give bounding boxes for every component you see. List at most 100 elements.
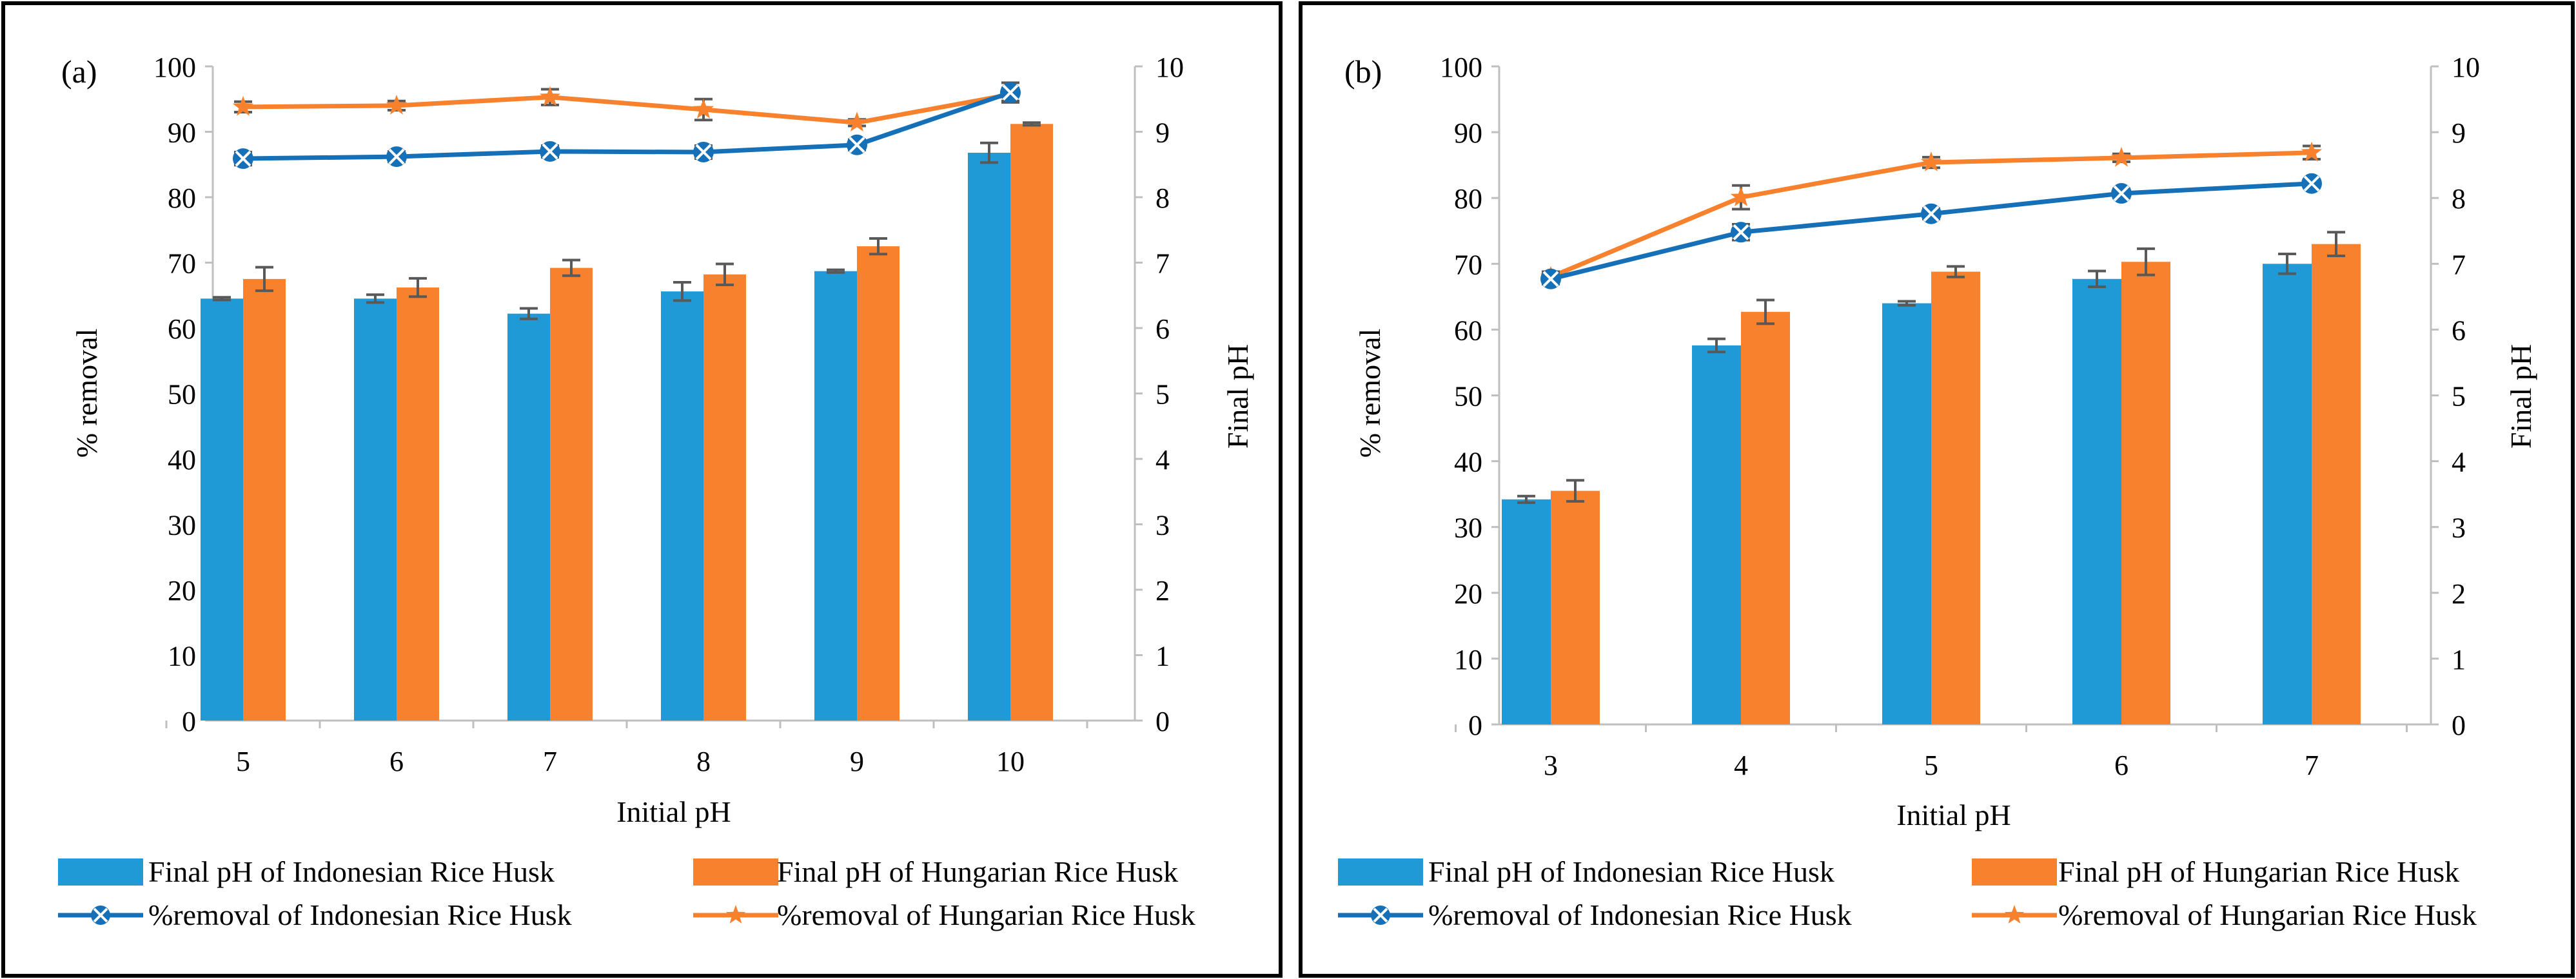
data-point-cross: [849, 137, 865, 153]
data-point-cross: [2303, 175, 2320, 192]
panel-frame: [1, 1, 1283, 978]
y-tick-label: 20: [1454, 578, 1482, 610]
panel-a: 0 10 20 30 40 50 60 70 80 90 100 0 1 2 3 4 5 6 7 8 9 10 5 6 7 8 9 1…: [1, 1, 1283, 978]
x-tick-label: 3: [1544, 750, 1558, 781]
data-point-cross: [695, 144, 712, 160]
legend-label: Final pH of Indonesian Rice Husk: [148, 855, 555, 888]
panel-label: (b): [1344, 53, 1382, 90]
y2-tick-label: 7: [2452, 249, 2466, 280]
data-point-cross: [2113, 185, 2130, 202]
data-point-cross: [542, 143, 558, 160]
y-tick-label: 50: [1454, 381, 1482, 412]
x-tick-label: 7: [543, 746, 557, 777]
y-tick-label: 90: [1454, 117, 1482, 149]
x-tick-label: 6: [389, 746, 404, 777]
y2-tick-label: 3: [1155, 510, 1170, 541]
x-tick-label: 6: [2114, 750, 2129, 781]
data-point-cross: [388, 148, 405, 165]
y-tick-label: 80: [1454, 183, 1482, 215]
data-point: [232, 95, 254, 116]
legend-label: Final pH of Hungarian Rice Husk: [2058, 855, 2459, 888]
legend-marker: [725, 905, 746, 924]
y-tick-label: 60: [168, 313, 196, 345]
y-tick-label: 50: [168, 379, 196, 411]
bar: [2072, 278, 2121, 725]
data-point: [2110, 146, 2132, 167]
legend-label: %removal of Hungarian Rice Husk: [2058, 898, 2477, 931]
data-point: [1920, 151, 1942, 171]
legend-label: Final pH of Hungarian Rice Husk: [777, 855, 1178, 888]
y2-tick-label: 8: [1155, 182, 1170, 214]
bar: [1551, 490, 1600, 724]
data-point-cross: [1002, 84, 1019, 101]
y-tick-label: 0: [1468, 710, 1482, 741]
y-tick-label: 30: [1454, 512, 1482, 544]
y-tick-label: 60: [1454, 315, 1482, 346]
y2-tick-label: 5: [2452, 381, 2466, 412]
y-tick-label: 0: [182, 706, 196, 737]
series-line: [242, 92, 1011, 125]
y2-tick-label: 4: [2452, 447, 2466, 478]
y2-tick-label: 9: [2452, 117, 2466, 149]
panel-b: 0 10 20 30 40 50 60 70 80 90 100 0 1 2 3 4 5 6 7 8 9 10 3 4 5 6 7 (…: [1299, 1, 2575, 978]
series-line: [242, 90, 1012, 161]
panel-label: (a): [61, 53, 97, 90]
y-tick-label: 40: [1454, 447, 1482, 478]
bar: [2121, 262, 2170, 724]
bar: [857, 246, 900, 721]
data-point: [386, 94, 408, 115]
y-tick-label: 80: [168, 182, 196, 214]
y2-tick-label: 0: [2452, 710, 2466, 741]
bar: [1741, 311, 1790, 724]
legend-marker-cross: [1373, 907, 1388, 923]
x-tick-label: 5: [236, 746, 250, 777]
panel-frame: [1299, 1, 2575, 978]
y2-tick-label: 6: [2452, 315, 2466, 346]
bar: [1692, 345, 1741, 724]
y2-tick-label: 7: [1155, 248, 1170, 280]
bar: [354, 298, 397, 721]
y2-tick-label: 2: [1155, 575, 1170, 606]
bar: [2263, 264, 2312, 724]
data-point-cross: [235, 150, 251, 167]
bar: [507, 313, 550, 721]
legend-swatch: [693, 858, 778, 886]
legend-swatch: [1338, 858, 1423, 886]
y2-tick-label: 5: [1155, 379, 1170, 411]
y2-tick-label: 2: [2452, 578, 2466, 610]
y-tick-label: 10: [168, 641, 196, 672]
bar: [201, 298, 243, 721]
data-point-cross: [1733, 224, 1749, 240]
data-point: [693, 99, 714, 119]
y-tick-label: 70: [168, 248, 196, 280]
legend-swatch: [1972, 858, 2057, 886]
y-tick-label: 70: [1454, 249, 1482, 280]
y2-tick-label: 10: [2452, 52, 2480, 83]
bar: [703, 274, 746, 721]
y-tick-label: 100: [1440, 52, 1482, 83]
data-point-cross: [1542, 271, 1559, 287]
y-tick-label: 100: [153, 52, 196, 83]
legend-label: %removal of Hungarian Rice Husk: [777, 898, 1195, 931]
y2-tick-label: 0: [1155, 706, 1170, 737]
y2-tick-label: 9: [1155, 117, 1170, 149]
legend-label: Final pH of Indonesian Rice Husk: [1428, 855, 1834, 888]
x-axis-label: Initial pH: [1896, 799, 2011, 831]
bar: [1502, 499, 1551, 724]
y-axis-label: % removal: [1353, 329, 1386, 458]
data-point-cross: [1923, 206, 1940, 222]
bar: [661, 291, 703, 721]
y-tick-label: 90: [168, 117, 196, 149]
bar: [968, 152, 1010, 721]
y-axis-label: % removal: [70, 329, 103, 458]
x-tick-label: 8: [696, 746, 711, 777]
data-point: [539, 86, 561, 106]
bar: [1931, 271, 1980, 724]
data-point: [846, 111, 868, 131]
y2-tick-label: 4: [1155, 444, 1170, 476]
bar: [2312, 244, 2361, 724]
data-point: [1730, 186, 1752, 206]
x-tick-label: 5: [1924, 750, 1938, 781]
y-tick-label: 20: [168, 575, 196, 606]
